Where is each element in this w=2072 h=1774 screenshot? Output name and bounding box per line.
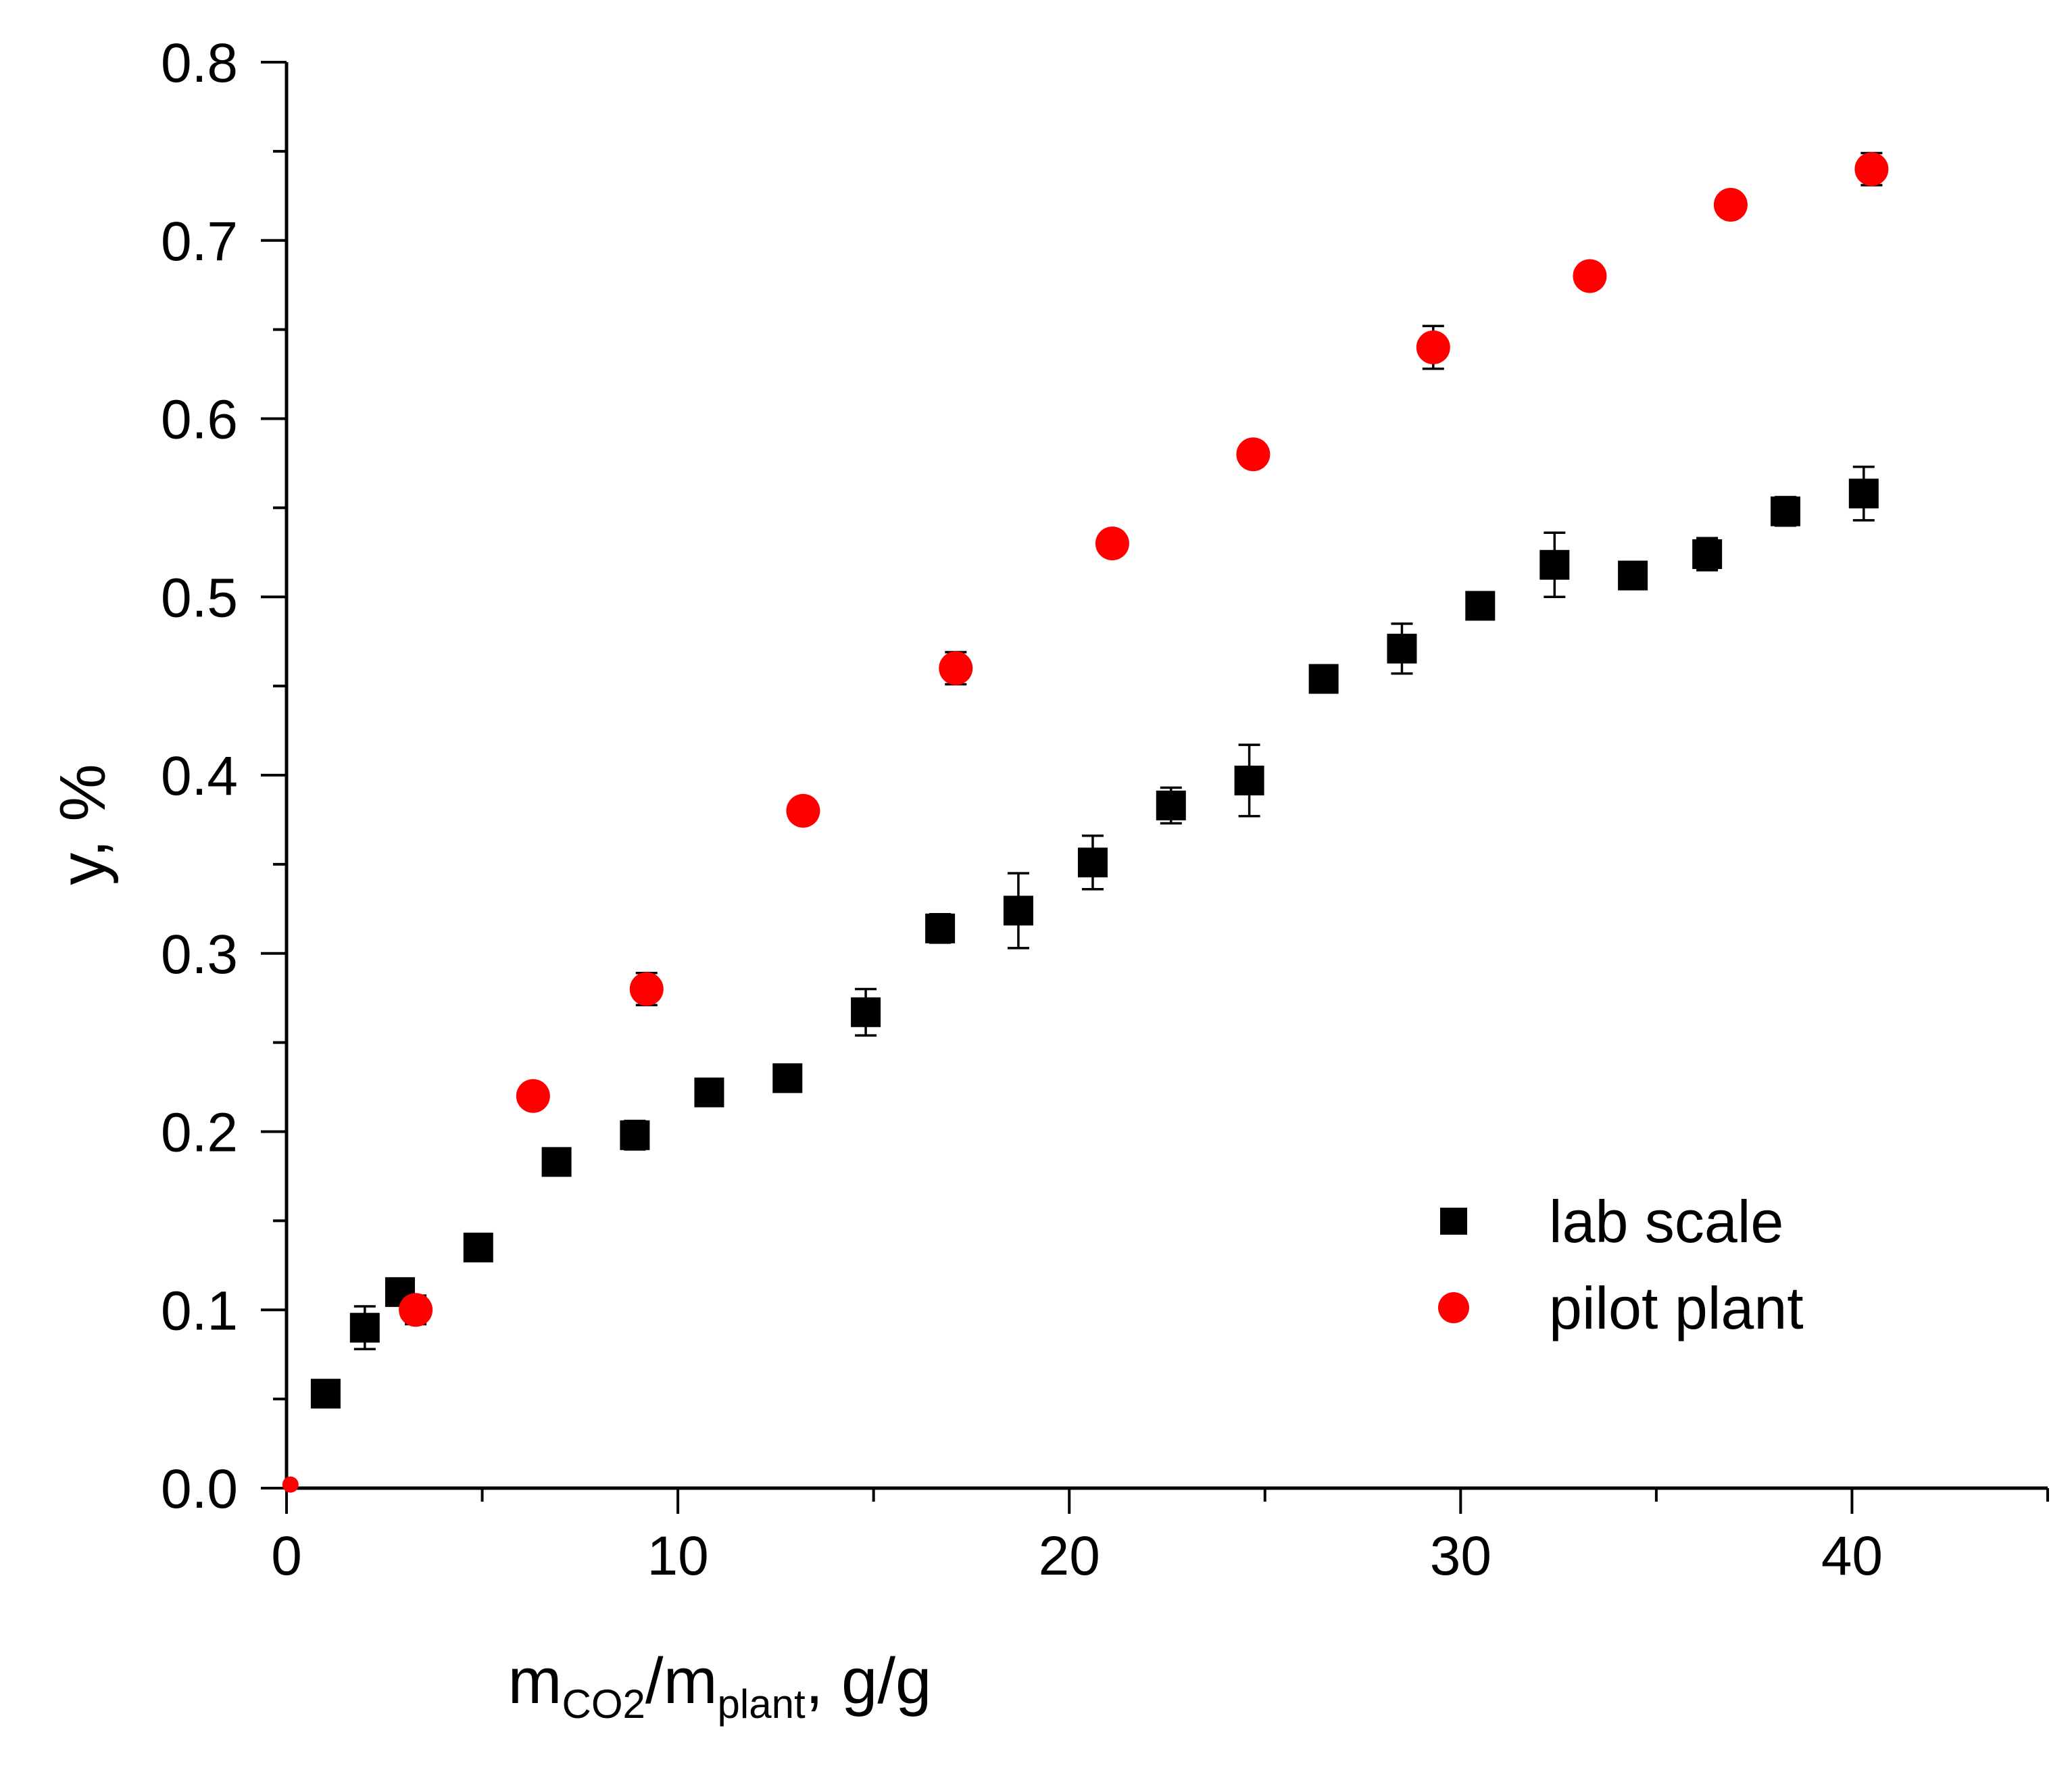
data-point-lab-scale <box>1539 549 1570 580</box>
y-tick-label: 0.3 <box>161 924 238 985</box>
x-tick-label: 20 <box>1039 1525 1100 1587</box>
legend: lab scale pilot plant <box>1438 1188 1804 1341</box>
data-point-lab-scale <box>1465 591 1496 621</box>
data-point-pilot-plant <box>1573 259 1607 293</box>
x-axis-title-subscript-1: CO2 <box>562 1681 645 1727</box>
x-tick-label: 10 <box>647 1525 709 1587</box>
y-tick-label: 0.7 <box>161 211 238 272</box>
series-pilot-plant <box>282 151 1889 1493</box>
data-point-lab-scale <box>1156 790 1186 820</box>
data-point-pilot-plant <box>516 1079 550 1113</box>
x-ticks: 0 10 20 30 40 <box>271 1488 2049 1587</box>
y-axis-title: y, % <box>47 764 119 885</box>
legend-marker-lab-scale <box>1440 1208 1467 1235</box>
y-tick-label: 0.1 <box>161 1280 238 1341</box>
data-point-lab-scale <box>1618 560 1648 591</box>
x-axis-title-mid: /m <box>645 1645 718 1717</box>
x-tick-label: 0 <box>271 1525 302 1587</box>
x-tick-label: 40 <box>1821 1525 1883 1587</box>
y-tick-label: 0.0 <box>161 1458 238 1520</box>
data-point-lab-scale <box>463 1232 493 1262</box>
data-point-pilot-plant <box>1095 526 1129 561</box>
x-tick-label: 30 <box>1430 1525 1491 1587</box>
x-axis-title-main: m <box>508 1645 562 1717</box>
data-point-lab-scale <box>349 1312 380 1343</box>
data-point-lab-scale <box>620 1120 650 1150</box>
data-point-pilot-plant <box>1854 152 1889 187</box>
legend-label-pilot-plant: pilot plant <box>1549 1275 1804 1341</box>
y-ticks: 0.0 0.1 0.2 0.3 0.4 0.5 0.6 0.7 0.8 <box>161 32 287 1520</box>
y-tick-label: 0.6 <box>161 389 238 451</box>
data-point-lab-scale <box>1387 633 1417 664</box>
data-point-pilot-plant <box>1236 437 1271 472</box>
data-point-pilot-plant <box>939 651 973 685</box>
data-point-lab-scale <box>1848 478 1879 509</box>
data-point-lab-scale <box>1077 847 1108 878</box>
data-point-pilot-plant <box>629 972 664 1006</box>
data-point-pilot-plant <box>399 1293 433 1327</box>
x-axis-title-subscript-2: plant <box>718 1681 806 1727</box>
data-point-lab-scale <box>1234 765 1264 795</box>
legend-label-lab-scale: lab scale <box>1549 1188 1783 1255</box>
data-point-lab-scale <box>851 997 881 1027</box>
data-point-lab-scale <box>541 1147 572 1177</box>
data-point-pilot-plant <box>1416 330 1450 364</box>
data-point-lab-scale <box>1003 895 1033 926</box>
data-point-lab-scale <box>694 1077 724 1108</box>
data-point-pilot-plant <box>282 1476 299 1493</box>
y-tick-label: 0.4 <box>161 745 238 807</box>
series-layer <box>282 151 1889 1493</box>
data-point-lab-scale <box>1308 664 1339 694</box>
data-point-lab-scale <box>310 1379 341 1409</box>
data-point-pilot-plant <box>1713 188 1748 222</box>
y-tick-label: 0.2 <box>161 1102 238 1164</box>
x-axis-title: mCO2/mplant, g/g <box>508 1645 932 1727</box>
legend-marker-pilot-plant <box>1438 1292 1469 1323</box>
x-axis-title-tail: , g/g <box>806 1645 932 1717</box>
series-lab-scale <box>310 465 1879 1409</box>
y-tick-label: 0.5 <box>161 567 238 629</box>
data-point-lab-scale <box>925 913 956 943</box>
data-point-lab-scale <box>772 1063 803 1093</box>
data-point-lab-scale <box>1770 496 1800 526</box>
data-point-lab-scale <box>1692 539 1723 569</box>
data-point-pilot-plant <box>786 793 820 828</box>
y-tick-label: 0.8 <box>161 32 238 94</box>
